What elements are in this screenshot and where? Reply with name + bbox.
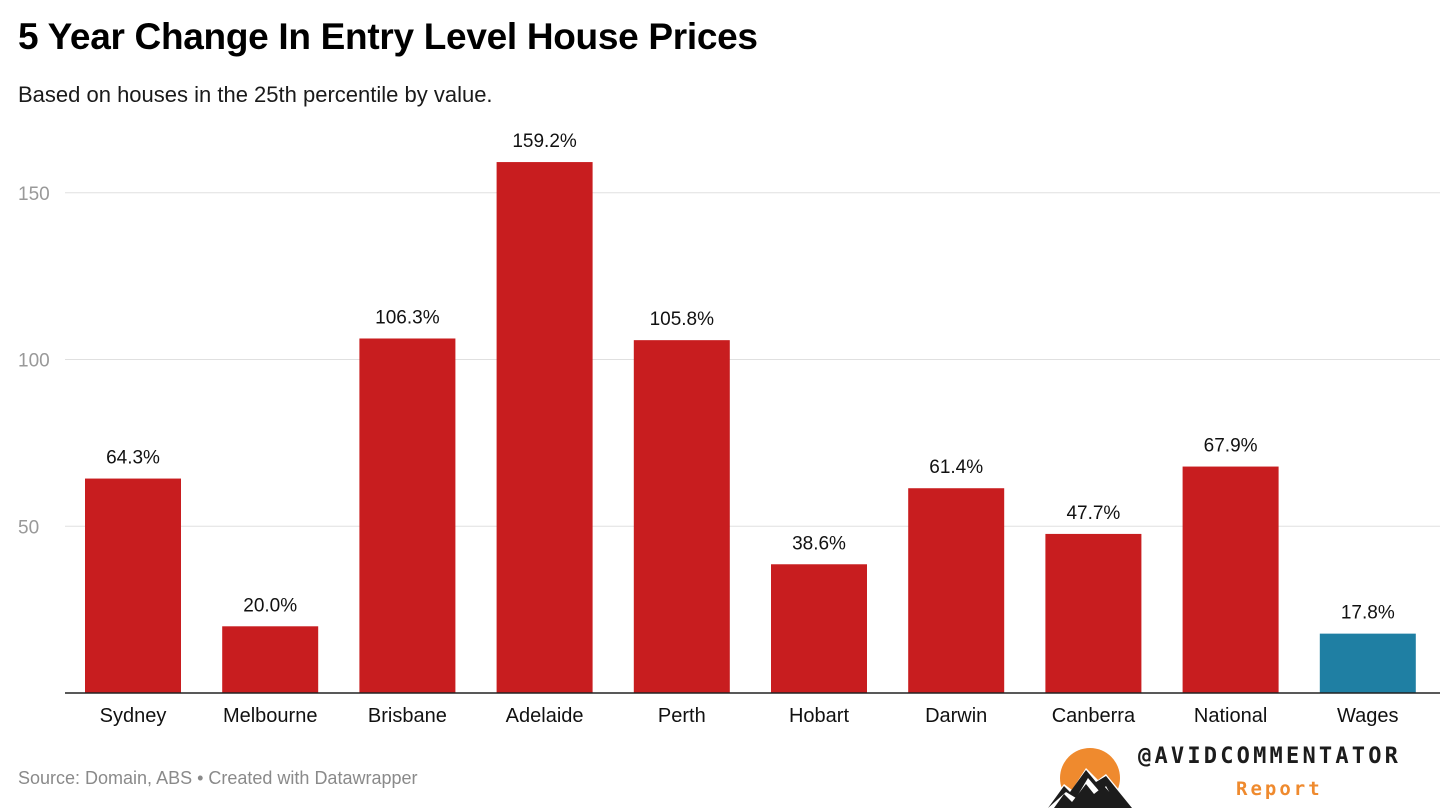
mountain-sun-logo-icon <box>1046 748 1134 808</box>
y-tick-label-150: 150 <box>18 184 50 205</box>
data-label-darwin: 61.4% <box>929 457 983 478</box>
bar-perth <box>633 340 730 693</box>
brand-logo: @AVIDCOMMENTATOR Report <box>1046 742 1446 808</box>
y-tick-label-100: 100 <box>18 351 50 372</box>
x-tick-label-hobart: Hobart <box>789 705 849 727</box>
x-tick-label-adelaide: Adelaide <box>506 705 584 727</box>
bar-national <box>1182 466 1279 693</box>
x-tick-label-canberra: Canberra <box>1052 705 1136 727</box>
source-note: Source: Domain, ABS • Created with Dataw… <box>18 768 418 788</box>
data-label-perth: 105.8% <box>650 309 715 330</box>
bar-chart: 50 100 150 64.3% Sydney 20.0% Melbourne 106.3% B… <box>18 131 1440 727</box>
x-tick-label-melbourne: Melbourne <box>223 705 318 727</box>
chart-subtitle: Based on houses in the 25th percentile b… <box>18 82 493 107</box>
bar-sydney <box>85 478 181 693</box>
chart-title: 5 Year Change In Entry Level House Price… <box>18 16 758 57</box>
bar-hobart <box>771 564 867 693</box>
x-tick-label-national: National <box>1194 705 1267 727</box>
data-label-canberra: 47.7% <box>1066 503 1120 524</box>
bar-darwin <box>908 488 1005 693</box>
data-label-wages: 17.8% <box>1341 603 1395 624</box>
bar-brisbane <box>359 338 456 693</box>
data-label-hobart: 38.6% <box>792 533 846 554</box>
data-label-national: 67.9% <box>1204 436 1258 457</box>
x-tick-label-darwin: Darwin <box>925 705 987 727</box>
bar-melbourne <box>222 626 319 693</box>
bar-adelaide <box>496 162 593 693</box>
x-tick-label-perth: Perth <box>658 705 706 727</box>
brand-handle: @AVIDCOMMENTATOR <box>1138 744 1402 769</box>
brand-sub: Report <box>1236 778 1323 800</box>
bar-wages <box>1319 633 1416 693</box>
data-label-melbourne: 20.0% <box>243 595 297 616</box>
data-label-brisbane: 106.3% <box>375 307 440 328</box>
data-label-adelaide: 159.2% <box>512 131 577 152</box>
y-tick-label-50: 50 <box>18 517 39 538</box>
x-tick-label-brisbane: Brisbane <box>368 705 447 727</box>
x-tick-label-sydney: Sydney <box>100 705 167 727</box>
bar-canberra <box>1045 533 1142 693</box>
data-label-sydney: 64.3% <box>106 448 160 469</box>
x-tick-label-wages: Wages <box>1337 705 1399 727</box>
